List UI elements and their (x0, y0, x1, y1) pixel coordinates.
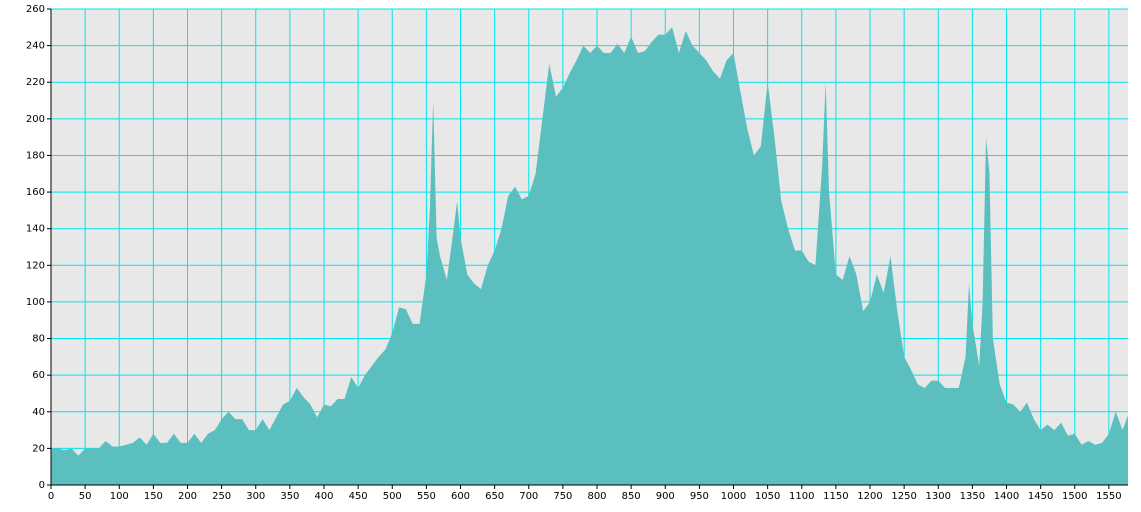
x-tick-label: 250 (212, 491, 231, 502)
x-tick-label: 450 (349, 491, 368, 502)
x-tick-label: 1500 (1062, 491, 1087, 502)
y-tick-label: 40 (32, 407, 45, 418)
x-tick-label: 1050 (755, 491, 780, 502)
x-tick-label: 1100 (789, 491, 814, 502)
x-tick-label: 1550 (1096, 491, 1121, 502)
x-tick-label: 1250 (891, 491, 916, 502)
y-tick-label: 60 (32, 370, 45, 381)
x-tick-label: 200 (178, 491, 197, 502)
y-tick-label: 120 (26, 260, 45, 271)
x-tick-label: 350 (280, 491, 299, 502)
x-tick-label: 1300 (926, 491, 951, 502)
x-tick-label: 550 (417, 491, 436, 502)
y-tick-label: 180 (26, 150, 45, 161)
x-tick-label: 1200 (857, 491, 882, 502)
x-tick-label: 50 (79, 491, 92, 502)
area (51, 27, 1128, 486)
y-tick-label: 100 (26, 297, 45, 308)
x-tick-label: 1350 (960, 491, 985, 502)
x-tick-label: 1150 (823, 491, 848, 502)
x-tick-label: 150 (144, 491, 163, 502)
x-tick-label: 600 (451, 491, 470, 502)
x-tick-label: 1400 (994, 491, 1019, 502)
x-tick-label: 850 (622, 491, 641, 502)
y-tick-label: 20 (32, 443, 45, 454)
x-tick-label: 800 (587, 491, 606, 502)
x-tick-label: 750 (553, 491, 572, 502)
x-tick-label: 1000 (721, 491, 746, 502)
y-tick-label: 260 (26, 4, 45, 15)
x-tick-label: 300 (246, 491, 265, 502)
x-tick-label: 0 (48, 491, 54, 502)
y-tick-label: 160 (26, 187, 45, 198)
x-tick-label: 650 (485, 491, 504, 502)
x-tick-label: 1450 (1028, 491, 1053, 502)
y-tick-label: 220 (26, 77, 45, 88)
x-tick-label: 950 (690, 491, 709, 502)
y-tick-label: 140 (26, 224, 45, 235)
x-tick-label: 500 (383, 491, 402, 502)
y-tick-label: 240 (26, 41, 45, 52)
x-tick-label: 400 (314, 491, 333, 502)
y-tick-label: 0 (39, 480, 45, 491)
x-tick-label: 900 (656, 491, 675, 502)
x-tick-label: 700 (519, 491, 538, 502)
y-tick-label: 200 (26, 114, 45, 125)
x-tick-label: 100 (110, 491, 129, 502)
y-tick-label: 80 (32, 334, 45, 345)
